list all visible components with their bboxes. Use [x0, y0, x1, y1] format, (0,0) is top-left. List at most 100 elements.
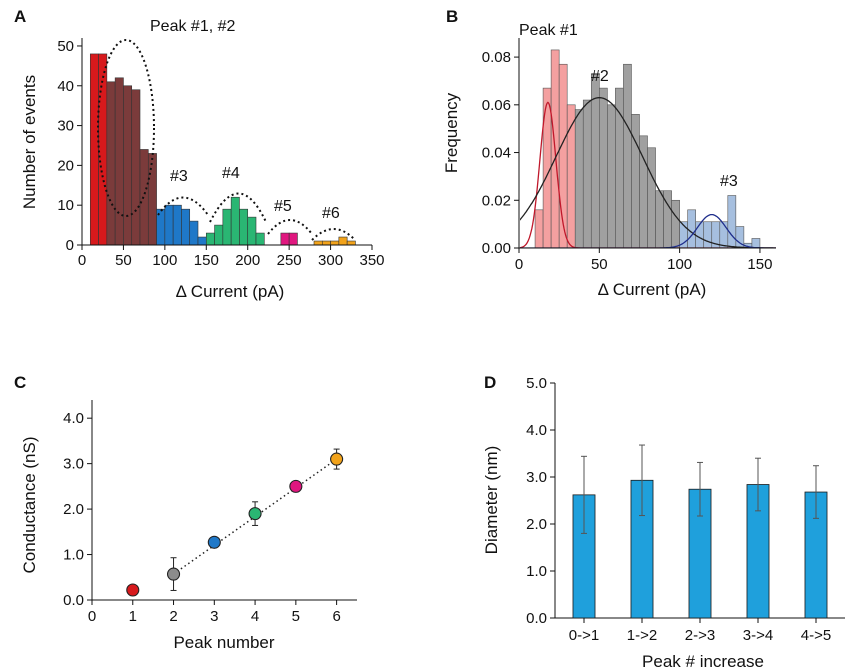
- panel-a-bar-3-2: [172, 204, 182, 246]
- panel-c-points: [126, 448, 344, 597]
- panel-c-x-label: Peak number: [173, 633, 274, 652]
- panel-b-fit-curve-2: [520, 213, 776, 248]
- panel-a-y-tick-4: 40: [57, 78, 74, 95]
- panel-c-point-2: [166, 567, 181, 581]
- annotation-peak-6: #6: [322, 205, 340, 222]
- panel-c-x-tick-4: 4: [251, 608, 259, 625]
- panel-b-y-tick-3: 0.06: [482, 97, 511, 114]
- panel-d-x-tick-3: 3->4: [743, 627, 773, 644]
- panel-c-y-label: Conductance (nS): [20, 436, 39, 573]
- panel-b-bar-1-7: [631, 114, 640, 249]
- panel-a-y-tick-1: 10: [57, 197, 74, 214]
- annotation-peak-1-2: Peak #1, #2: [150, 18, 236, 35]
- panel-b-fit-curves: [520, 97, 776, 248]
- panel-b-y-label: Frequency: [442, 92, 461, 173]
- panel-b: B Peak #1 #2 #3 0 50 100 150 0.000.020.040.…: [442, 7, 776, 299]
- panel-a-x-tick-7: 350: [359, 252, 384, 269]
- panel-a-x-tick-4: 200: [235, 252, 260, 269]
- panel-b-bar-2-2: [695, 221, 705, 249]
- panel-a-annotations: Peak #1, #2 #3 #4 #5 #6: [97, 18, 356, 241]
- panel-a-y-label: Number of events: [20, 75, 39, 209]
- panel-b-bar-1-9: [647, 147, 656, 249]
- panel-a-bar-4-1: [214, 224, 224, 246]
- panel-a-bars: [89, 53, 356, 246]
- panel-a-x-tick-1: 50: [115, 252, 132, 269]
- panel-c-x-ticks: 0 1 2 3 4 5 6: [88, 600, 341, 625]
- panel-d-y-label: Diameter (nm): [482, 446, 501, 555]
- panel-a-bar-4-6: [255, 232, 265, 246]
- panel-a-y-ticks: 0 10 20 30 40 50: [57, 38, 82, 254]
- panel-a-x-tick-5: 250: [277, 252, 302, 269]
- panel-b-bar-2-9: [751, 238, 761, 249]
- annotation-b-peak-1: Peak #1: [519, 22, 578, 39]
- panel-b-x-label: Δ Current (pA): [598, 280, 707, 299]
- panel-d-x-label: Peak # increase: [642, 652, 764, 671]
- panel-d-y-tick-0: 0.0: [526, 610, 547, 627]
- panel-b-y-tick-4: 0.08: [482, 49, 511, 66]
- panel-d: D 0->1 1->2 2->3 3->4 4->5 0.0 1.0 2.0 3.0 4.0 5.…: [482, 373, 845, 671]
- panel-a-bar-2-4: [139, 149, 149, 246]
- panel-b-bar-0-0: [534, 209, 544, 249]
- panel-b-bar-1-1: [582, 99, 592, 249]
- panel-c-y-tick-3: 3.0: [63, 456, 84, 473]
- panel-a-bar-3-5: [197, 236, 207, 246]
- panel-b-bar-2-3: [703, 221, 713, 249]
- panel-a: A Peak #1, #2 #3 #4 #5 #6 0 50 100 150 200 25…: [14, 7, 385, 301]
- panel-b-x-tick-1: 50: [591, 256, 608, 273]
- panel-d-bars: [572, 444, 828, 619]
- panel-d-y-ticks: 0.0 1.0 2.0 3.0 4.0 5.0: [526, 375, 555, 627]
- panel-a-x-ticks: 0 50 100 150 200 250 300 350: [78, 245, 385, 269]
- panel-a-bar-2-5: [147, 153, 157, 246]
- annotation-peak-5: #5: [274, 198, 292, 215]
- panel-d-y-tick-3: 3.0: [526, 469, 547, 486]
- panel-a-bar-2-0: [106, 81, 116, 246]
- panel-b-y-tick-2: 0.04: [482, 145, 511, 162]
- panel-a-bar-6-4: [346, 240, 356, 246]
- panel-c-x-tick-5: 5: [292, 608, 300, 625]
- panel-a-bar-6-0: [313, 240, 323, 246]
- panel-a-bar-5-0: [280, 232, 290, 246]
- panel-d-y-tick-2: 2.0: [526, 516, 547, 533]
- panel-c-point-5: [289, 479, 303, 493]
- panel-c-label: C: [14, 373, 26, 392]
- panel-a-x-tick-6: 300: [318, 252, 343, 269]
- panel-b-bar-1-3: [599, 87, 608, 249]
- panel-b-x-tick-3: 150: [747, 256, 772, 273]
- annotation-peak-4: #4: [222, 165, 240, 182]
- panel-a-y-tick-2: 20: [57, 157, 74, 174]
- peak-3-arc: [157, 196, 209, 216]
- panel-a-bar-2-3: [131, 89, 141, 246]
- panel-c-point-3: [207, 535, 221, 549]
- panel-a-bar-4-3: [230, 196, 240, 246]
- panel-b-bar-1-10: [655, 190, 664, 249]
- panel-b-bar-1-0: [574, 109, 584, 249]
- panel-c-x-tick-6: 6: [332, 608, 340, 625]
- panel-a-y-tick-5: 50: [57, 38, 74, 55]
- panel-a-y-tick-3: 30: [57, 118, 74, 135]
- panel-a-bar-3-1: [164, 204, 174, 246]
- peak-6-arc: [311, 228, 356, 241]
- panel-c-x-tick-2: 2: [169, 608, 177, 625]
- panel-b-label: B: [446, 7, 458, 26]
- panel-c-y-tick-2: 2.0: [63, 501, 84, 518]
- panel-d-y-tick-4: 4.0: [526, 422, 547, 439]
- panel-d-x-tick-0: 0->1: [569, 627, 599, 644]
- panel-a-bar-6-1: [321, 240, 331, 246]
- panel-a-label: A: [14, 7, 26, 26]
- panel-a-bar-3-4: [189, 220, 199, 246]
- panel-a-bar-5-1: [288, 232, 298, 246]
- panel-c-point-1: [126, 583, 140, 597]
- panel-a-bar-3-3: [181, 208, 191, 246]
- annotation-b-peak-3: #3: [720, 173, 738, 190]
- panel-c-y-tick-4: 4.0: [63, 410, 84, 427]
- panel-b-y-ticks: 0.00 0.02 0.04 0.06 0.08: [482, 49, 519, 257]
- panel-a-bar-1-0: [89, 53, 99, 246]
- panel-b-y-tick-0: 0.00: [482, 240, 511, 257]
- panel-b-bar-1-4: [607, 104, 616, 249]
- panel-c-x-tick-3: 3: [210, 608, 218, 625]
- panel-c: C 0 1 2 3 4 5 6 0.0 1.0 2.0 3.0 4.0 Peak number Co…: [14, 373, 357, 652]
- panel-c-y-tick-1: 1.0: [63, 547, 84, 564]
- panel-a-bar-6-3: [338, 236, 348, 246]
- annotation-b-peak-2: #2: [591, 68, 609, 85]
